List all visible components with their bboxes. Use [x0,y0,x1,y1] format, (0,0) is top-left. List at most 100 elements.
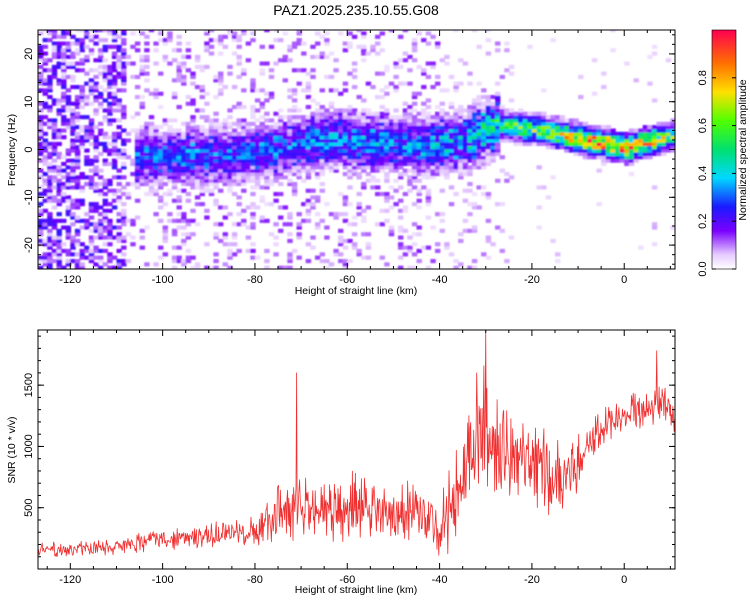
heat-cell [485,151,492,156]
heat-cell [324,202,330,207]
heat-cell [370,158,376,163]
heat-cell [485,118,492,123]
heat-cell [190,218,196,223]
heat-cell [310,168,316,173]
heat-cell [610,151,616,156]
heat-cell [241,145,247,150]
heat-cell [448,185,455,190]
heat-cell [47,192,53,197]
heat-cell [121,155,127,160]
heat-cell [84,30,90,33]
heat-cell [453,158,459,163]
heat-cell [93,111,99,116]
heat-cell [204,30,210,33]
heat-cell [84,155,90,160]
heat-cell [176,61,182,66]
heat-cell [476,98,482,103]
heat-cell [144,125,150,130]
heat-cell [218,51,224,56]
heat-cell [162,138,168,143]
heat-cell [107,151,113,156]
heat-cell [573,131,579,136]
heat-cell [61,118,67,123]
heat-cell [218,81,224,86]
heat-cell [536,121,542,126]
heat-cell [278,118,284,123]
heat-cell [134,198,141,203]
heat-cell [38,168,44,173]
heat-cell [315,225,321,230]
heat-cell [670,225,675,230]
heat-cell [185,168,192,173]
heat-cell [485,98,492,103]
heat-cell [402,172,409,177]
heat-cell [273,161,279,166]
heat-cell [231,131,238,136]
heat-cell [61,95,67,100]
heat-cell [458,111,464,116]
heat-cell [651,128,658,133]
heat-cell [38,81,44,86]
heat-cell [171,95,178,100]
heat-cell [278,141,284,146]
heat-cell [458,128,464,133]
heat-cell [435,41,441,46]
heat-cell [79,91,85,96]
heat-cell [208,192,215,197]
heat-cell [527,121,533,126]
heat-cell [361,138,367,143]
heat-cell [435,248,441,253]
y-tick-label: 500 [23,499,35,517]
heat-cell [190,138,196,143]
heat-cell [273,192,279,197]
heat-cell [411,175,418,180]
heat-cell [38,202,44,207]
heat-cell [393,165,399,170]
heat-cell [264,185,270,190]
heat-cell [564,128,570,133]
heat-cell [158,148,164,153]
heat-cell [499,121,505,126]
heat-cell [222,165,228,170]
heat-cell [139,175,145,180]
heat-cell [213,259,219,264]
heat-cell [481,128,487,133]
heat-cell [171,228,178,233]
heat-cell [194,135,201,140]
heat-cell [522,128,529,133]
heat-cell [310,155,316,160]
heat-cell [393,61,399,66]
heat-cell [254,151,261,156]
heat-cell [185,218,192,223]
heat-cell [296,148,302,153]
heat-cell [407,145,413,150]
heat-cell [416,125,422,130]
heat-cell [185,248,192,253]
heat-cell [522,138,529,143]
heat-cell [384,64,390,69]
heat-cell [471,121,478,126]
heat-cell [84,95,90,100]
heat-cell [555,115,561,120]
heat-cell [462,228,469,233]
heat-cell [107,95,113,100]
heat-cell [102,68,108,73]
heat-cell [421,118,427,123]
heat-cell [471,115,478,120]
heat-cell [476,101,482,106]
heat-cell [481,131,487,136]
heat-cell [615,158,621,163]
heat-cell [481,192,487,197]
heat-cell [458,232,464,237]
heat-cell [333,138,339,143]
heat-cell [425,121,432,126]
heat-cell [573,138,579,143]
heat-cell [208,161,215,166]
heat-cell [356,155,362,160]
heat-cell [333,125,339,130]
heat-cell [407,178,413,183]
heat-cell [38,131,44,136]
heat-cell [98,265,104,269]
heat-cell [402,192,409,197]
heat-cell [93,155,99,160]
